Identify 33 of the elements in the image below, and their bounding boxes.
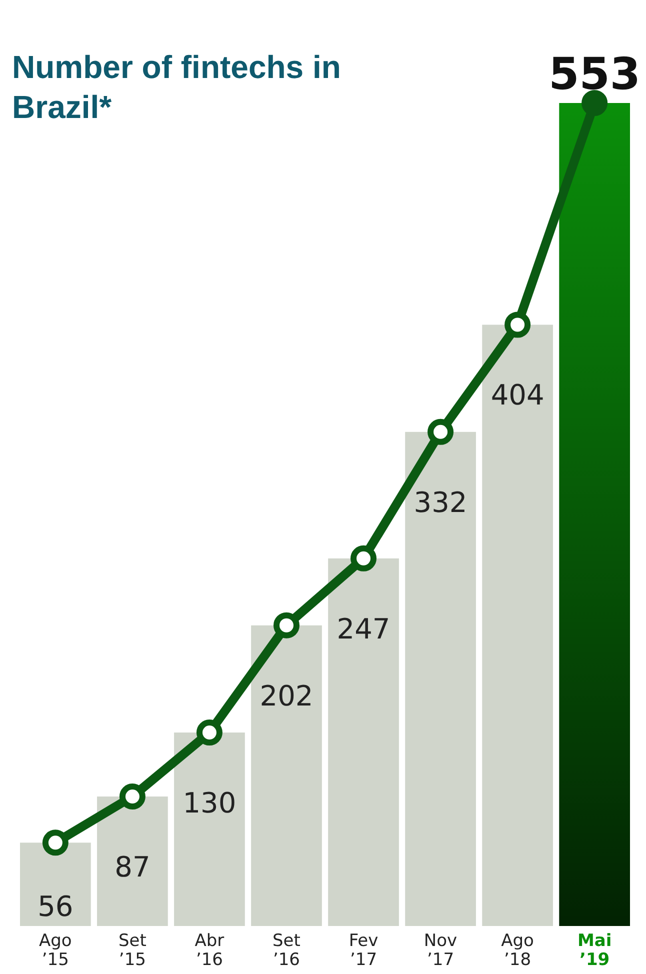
data-label: 553 <box>548 49 640 100</box>
data-label: 130 <box>182 786 236 820</box>
x-tick-label: Fev ’17 <box>348 931 378 970</box>
x-tick-label: Ago ’18 <box>501 931 534 970</box>
point <box>273 612 300 638</box>
data-label: 247 <box>336 612 390 646</box>
bar <box>482 324 553 926</box>
x-tick-label: Nov ’17 <box>424 931 458 970</box>
data-label: 332 <box>414 486 468 519</box>
point <box>582 90 608 116</box>
bar <box>20 842 91 926</box>
x-tick-label: Abr ’16 <box>194 931 224 970</box>
x-tick-label: Mai ’19 <box>577 931 612 970</box>
bar <box>328 558 399 926</box>
bar <box>405 432 476 926</box>
data-label: 404 <box>490 378 544 412</box>
bar <box>174 732 245 926</box>
point <box>196 720 222 746</box>
point <box>350 545 377 572</box>
bar <box>97 796 168 926</box>
bar <box>559 103 630 926</box>
point <box>42 830 68 856</box>
x-tick-label: Set ’16 <box>272 931 301 970</box>
point <box>428 418 454 445</box>
data-label: 87 <box>114 850 150 884</box>
data-label: 56 <box>38 890 74 923</box>
x-tick-label: Ago ’15 <box>39 931 72 970</box>
chart-title: Number of fintechs in Brazil* <box>12 49 341 125</box>
x-tick-label: Set ’15 <box>118 931 147 970</box>
data-label: 202 <box>260 679 314 712</box>
point <box>119 784 146 810</box>
point <box>504 312 531 338</box>
bar <box>251 625 322 926</box>
